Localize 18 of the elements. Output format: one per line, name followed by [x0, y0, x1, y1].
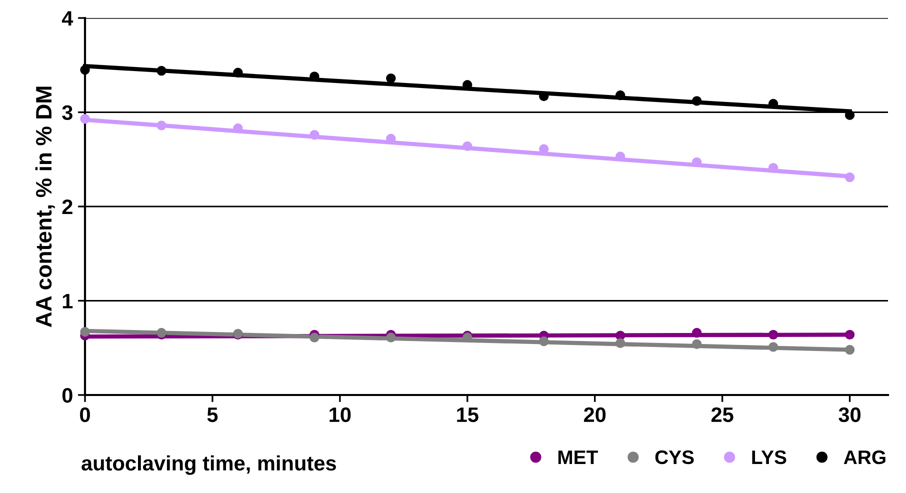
y-tick-label: 1 — [62, 294, 73, 308]
x-tick-label: 10 — [330, 407, 351, 422]
x-tick-label: 5 — [207, 408, 218, 422]
y-tick-label: 0 — [62, 388, 72, 403]
legend-label: CYS — [655, 450, 694, 464]
legend-label: LYS — [752, 450, 786, 464]
y-tick-label: 3 — [62, 105, 72, 120]
legend-label: ARG — [844, 450, 886, 464]
y-tick-label: 4 — [62, 11, 74, 26]
y-axis-title: AA content, % in % DM — [35, 86, 55, 328]
x-tick-label: 0 — [80, 407, 90, 422]
y-tick-label: 2 — [62, 200, 72, 214]
x-tick-label: 20 — [584, 407, 606, 422]
x-tick-label: 15 — [457, 408, 478, 422]
x-axis-title: autoclaving time, minutes — [82, 455, 336, 475]
legend-label: MET — [558, 450, 598, 464]
x-tick-label: 30 — [838, 407, 860, 422]
x-tick-label: 25 — [711, 407, 734, 422]
